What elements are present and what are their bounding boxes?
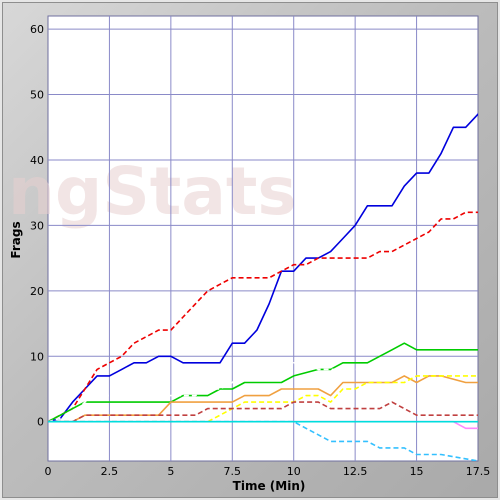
y-tick-label: 50 [30, 89, 44, 102]
y-tick-label: 0 [37, 416, 44, 429]
x-tick-label: 7.5 [224, 465, 242, 478]
x-tick-label: 12.5 [343, 465, 368, 478]
x-tick-label: 2.5 [101, 465, 119, 478]
x-tick-label: 15 [410, 465, 424, 478]
x-tick-label: 0 [45, 465, 52, 478]
series-line-3 [48, 342, 478, 423]
series-line-7 [48, 401, 478, 423]
x-axis-label: Time (Min) [233, 479, 306, 493]
y-tick-labels: 0 10 20 30 40 50 60 [30, 23, 44, 429]
y-tick-label: 60 [30, 23, 44, 36]
y-tick-label: 30 [30, 219, 44, 232]
plot-area [47, 15, 479, 462]
grid-lines [48, 16, 478, 461]
y-tick-label: 10 [30, 350, 44, 363]
series-line-5 [48, 375, 478, 423]
series-lines [48, 112, 478, 461]
x-tick-labels: 0 2.5 5 7.5 10 12.5 15 17.5 [45, 465, 491, 478]
series-line-2 [48, 211, 478, 423]
watermark-text: ngStats [8, 153, 297, 230]
y-axis-label: Frags [9, 221, 23, 258]
series-line-9 [48, 420, 478, 461]
y-tick-label: 40 [30, 154, 44, 167]
x-tick-label: 5 [167, 465, 174, 478]
series-line-4 [48, 361, 478, 423]
x-tick-label: 10 [287, 465, 301, 478]
x-tick-label: 17.5 [466, 465, 491, 478]
y-tick-label: 20 [30, 285, 44, 298]
